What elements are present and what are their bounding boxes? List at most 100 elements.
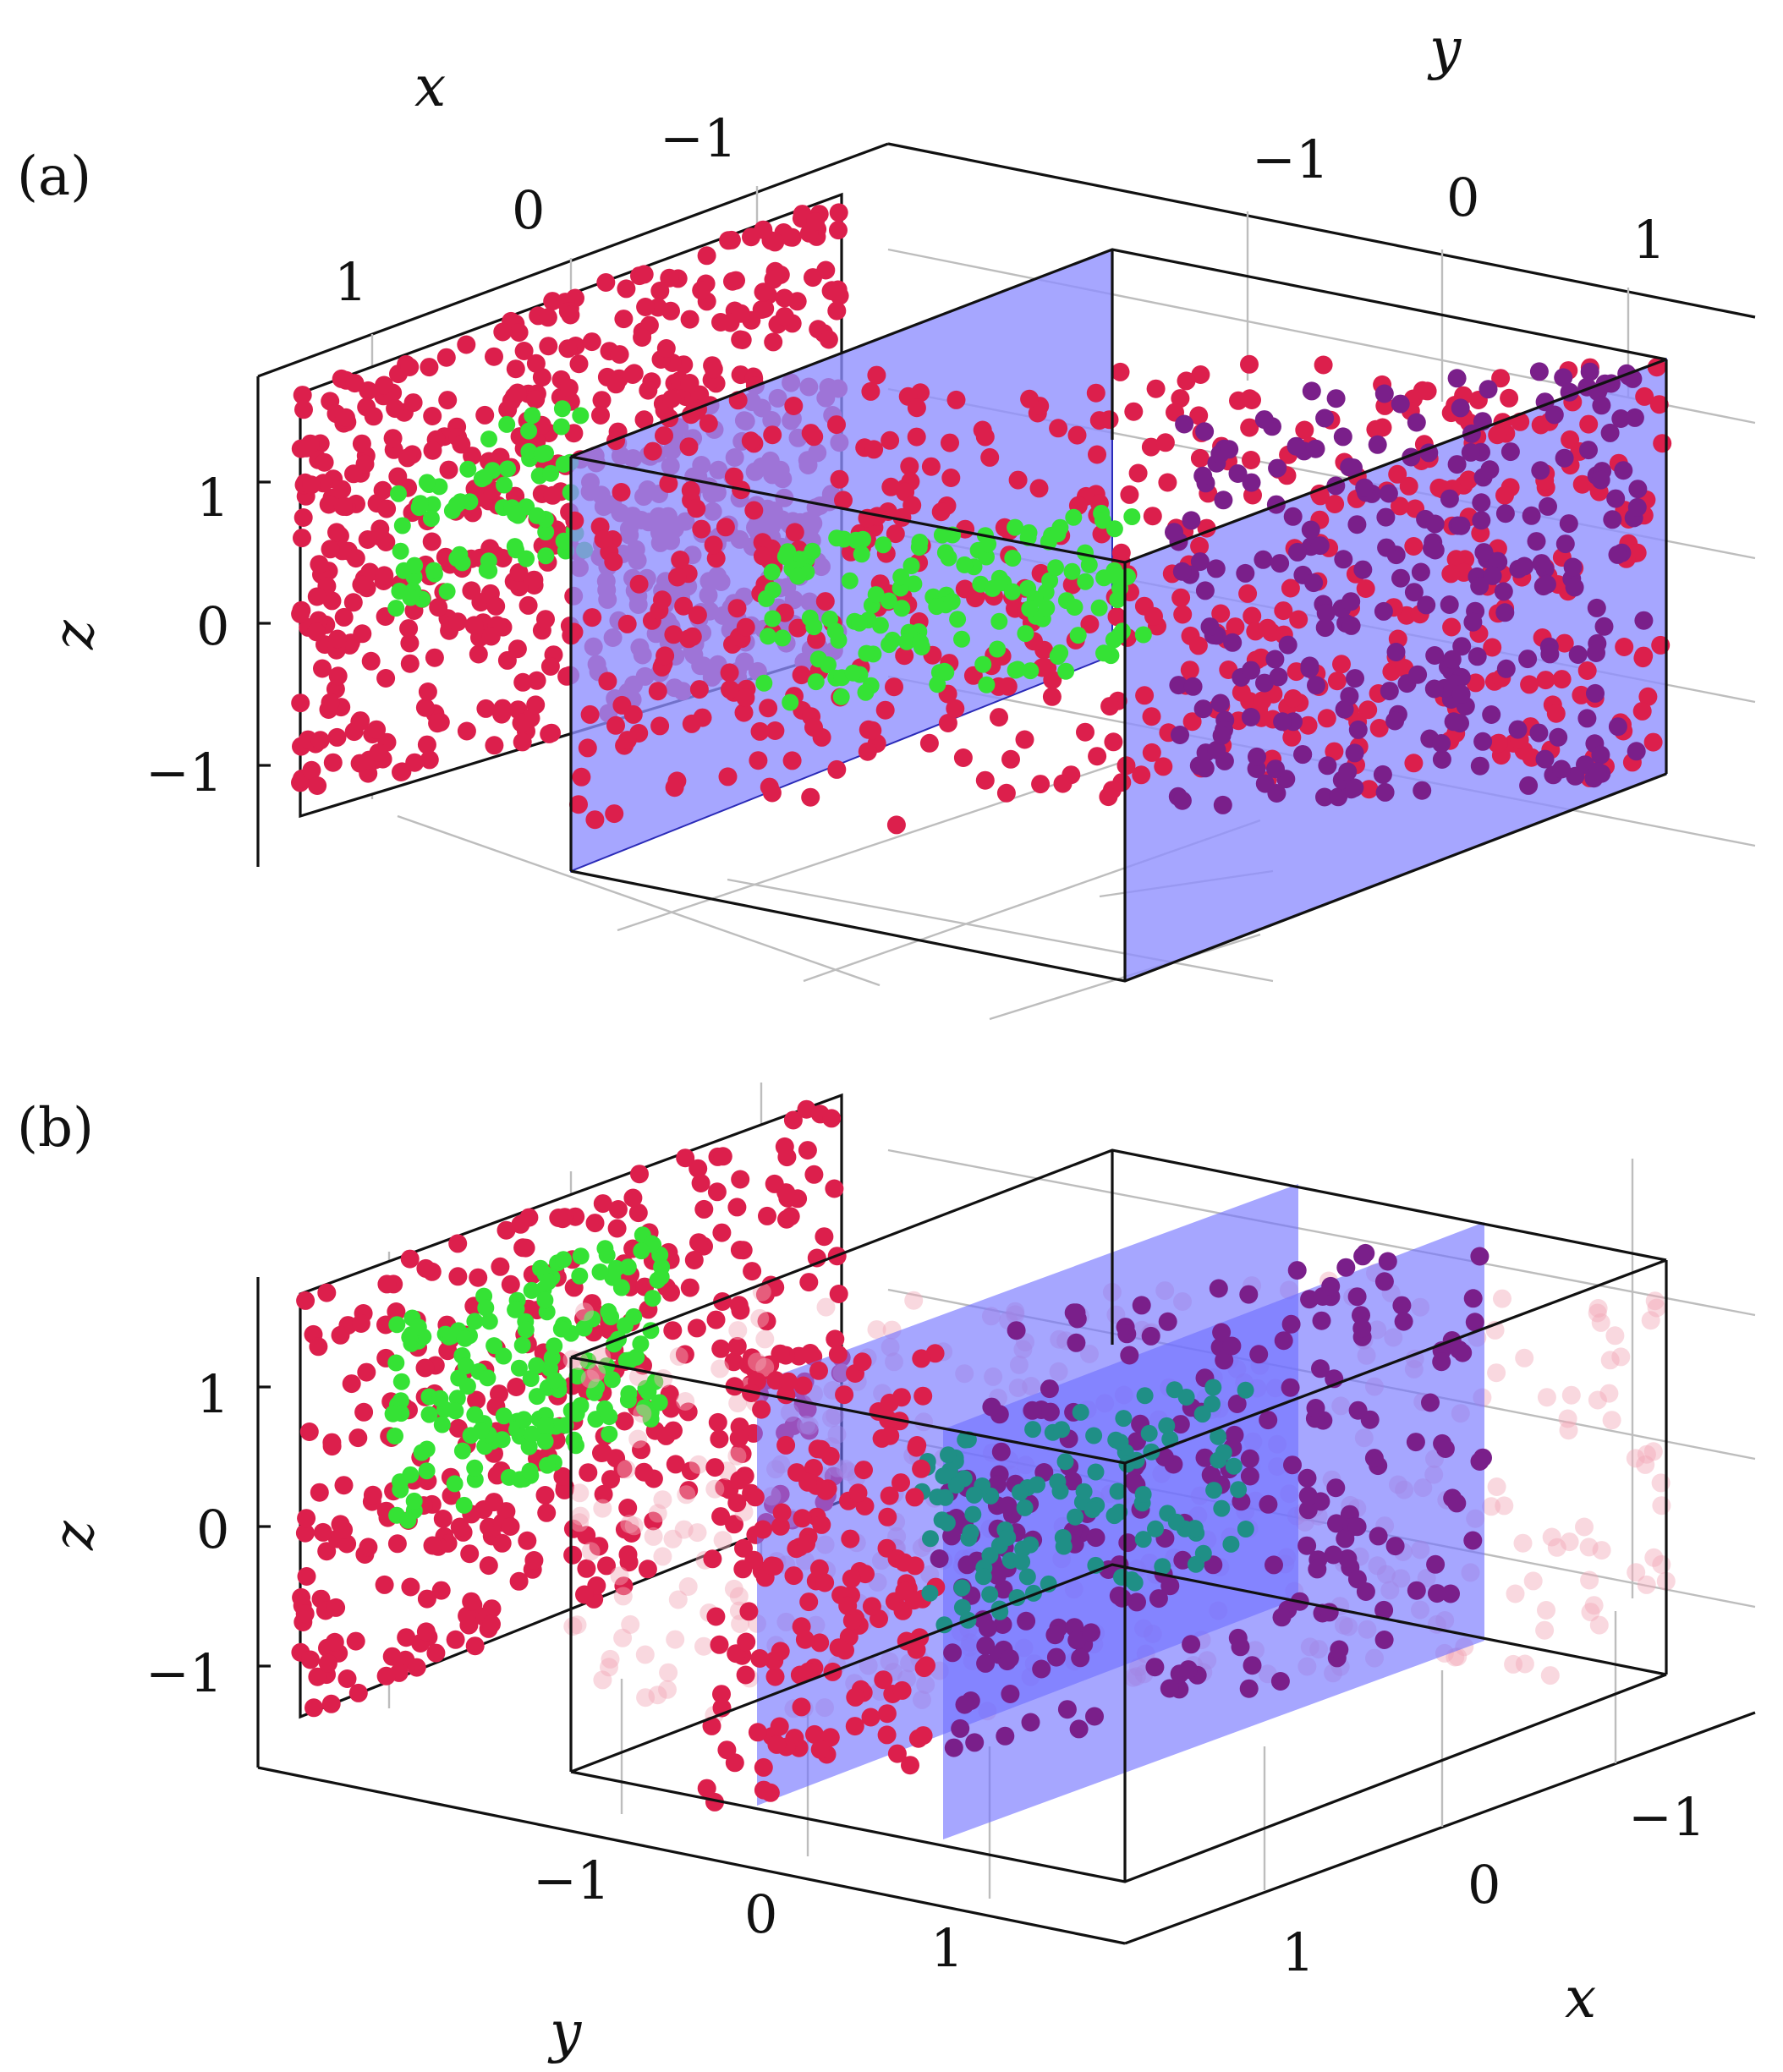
scatter-point — [1193, 466, 1213, 485]
scatter-point — [1542, 1527, 1561, 1547]
scatter-point — [1495, 1496, 1514, 1516]
scatter-point — [946, 699, 965, 718]
scatter-point — [809, 1361, 828, 1380]
scatter-point — [1447, 455, 1467, 474]
scatter-point — [711, 1339, 731, 1358]
scatter-point — [1189, 406, 1209, 425]
scatter-point — [412, 495, 429, 513]
scatter-point — [880, 1486, 899, 1505]
scatter-point — [1572, 474, 1592, 494]
scatter-point — [815, 1573, 835, 1592]
scatter-point — [536, 610, 555, 629]
panel-a-y-ticks: −1 0 1 y — [1252, 16, 1665, 271]
scatter-point — [965, 1733, 985, 1752]
scatter-point — [1007, 518, 1024, 536]
scatter-point — [1274, 601, 1293, 621]
scatter-point — [1200, 617, 1220, 637]
scatter-point — [375, 1575, 394, 1594]
scatter-point — [1441, 564, 1461, 584]
scatter-point — [1105, 520, 1123, 538]
scatter-point — [681, 480, 700, 500]
scatter-point — [478, 561, 496, 578]
scatter-point — [423, 407, 442, 425]
scatter-point — [403, 393, 423, 413]
scatter-point — [792, 1697, 811, 1717]
scatter-point — [684, 1251, 704, 1269]
scatter-point — [1172, 791, 1192, 810]
scatter-point — [629, 574, 649, 594]
scatter-point — [293, 529, 311, 548]
scatter-point — [328, 666, 348, 686]
scatter-point — [426, 1643, 446, 1663]
scatter-point — [1270, 1672, 1290, 1691]
scatter-point — [1071, 1648, 1090, 1668]
scatter-point — [687, 499, 706, 518]
scatter-point — [1190, 536, 1210, 556]
scatter-point — [877, 1725, 897, 1745]
scatter-point — [810, 1633, 830, 1653]
scatter-point — [853, 1352, 872, 1372]
scatter-point — [553, 400, 571, 418]
scatter-point — [420, 1406, 438, 1423]
scatter-point — [881, 430, 900, 450]
scatter-point — [536, 1291, 554, 1309]
scatter-point — [613, 1628, 633, 1647]
scatter-point — [1326, 1478, 1346, 1498]
scatter-point — [921, 457, 941, 476]
scatter-point — [913, 1726, 933, 1746]
scatter-point — [1479, 380, 1498, 399]
scatter-point — [1463, 612, 1483, 632]
scatter-point — [1090, 599, 1108, 617]
scatter-point — [964, 1505, 982, 1523]
scatter-point — [632, 1335, 650, 1353]
scatter-point — [1141, 437, 1160, 457]
scatter-point — [1193, 699, 1213, 719]
scatter-point — [439, 460, 458, 480]
scatter-point — [387, 1354, 405, 1372]
scatter-point — [1327, 1514, 1346, 1533]
scatter-point — [928, 598, 946, 616]
scatter-point — [1520, 675, 1539, 694]
scatter-point — [455, 1496, 473, 1514]
scatter-point — [507, 383, 527, 403]
scatter-point — [524, 1425, 541, 1443]
scatter-point — [764, 610, 782, 628]
scatter-point — [601, 1408, 618, 1425]
scatter-point — [501, 1274, 520, 1294]
scatter-point — [1301, 520, 1320, 540]
scatter-point — [1051, 1483, 1069, 1500]
scatter-point — [1428, 1584, 1446, 1603]
scatter-point — [828, 1345, 848, 1364]
scatter-point — [1634, 611, 1654, 630]
scatter-point — [1158, 473, 1177, 492]
scatter-point — [1053, 774, 1073, 793]
scatter-point — [524, 407, 541, 425]
scatter-point — [1559, 1421, 1578, 1440]
scatter-point — [681, 1461, 700, 1481]
scatter-point — [1577, 709, 1597, 728]
scatter-point — [507, 505, 524, 523]
scatter-point — [953, 630, 970, 648]
scatter-point — [702, 1716, 721, 1735]
scatter-point — [1536, 671, 1555, 690]
scatter-point — [1591, 1313, 1610, 1332]
scatter-point — [687, 1318, 706, 1338]
scatter-point — [1038, 600, 1056, 617]
scatter-point — [842, 1569, 861, 1588]
scatter-point — [940, 1446, 957, 1464]
scatter-point — [727, 1336, 747, 1356]
scatter-point — [804, 1459, 823, 1477]
scatter-point — [1210, 693, 1230, 713]
scatter-point — [1088, 747, 1107, 766]
scatter-point — [376, 669, 396, 688]
scatter-point — [486, 596, 506, 616]
scatter-point — [579, 1463, 598, 1483]
scatter-point — [460, 1544, 480, 1564]
scatter-point — [668, 1590, 688, 1609]
scatter-point — [485, 1493, 503, 1512]
scatter-point — [1599, 1384, 1619, 1403]
scatter-point — [760, 1355, 780, 1374]
scatter-point — [496, 476, 513, 494]
scatter-point — [750, 1649, 770, 1668]
scatter-point — [514, 342, 534, 360]
